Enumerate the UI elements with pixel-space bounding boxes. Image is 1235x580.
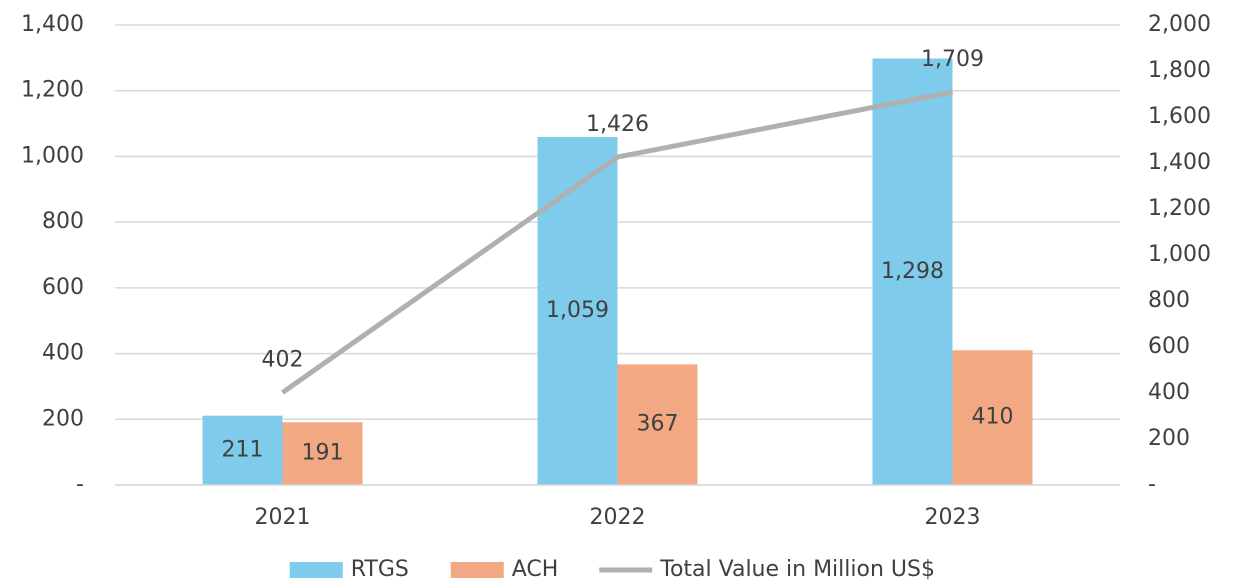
bar bbox=[537, 137, 618, 486]
y2-tick-label: 1,200 bbox=[1148, 196, 1211, 221]
y2-tick-label: 200 bbox=[1148, 426, 1190, 451]
data-label: 402 bbox=[262, 348, 304, 373]
data-label: 1,059 bbox=[546, 298, 609, 323]
y-tick-label: - bbox=[76, 472, 84, 497]
y-tick-label: 200 bbox=[42, 406, 84, 431]
y-tick-label: 800 bbox=[42, 209, 84, 234]
bar bbox=[282, 422, 363, 485]
x-tick-label: 2021 bbox=[255, 505, 311, 530]
y-tick-label: 1,000 bbox=[21, 143, 84, 168]
bar bbox=[617, 364, 698, 485]
y-tick-label: 1,400 bbox=[21, 12, 84, 37]
data-label: 211 bbox=[222, 437, 264, 462]
bar bbox=[952, 350, 1033, 485]
data-label: 1,709 bbox=[921, 47, 984, 72]
y-tick-label: 400 bbox=[42, 341, 84, 366]
y2-tick-label: 400 bbox=[1148, 380, 1190, 405]
data-label: 1,426 bbox=[586, 112, 649, 137]
bar bbox=[202, 415, 283, 485]
y-tick-label: 1,200 bbox=[21, 78, 84, 103]
y2-tick-label: 600 bbox=[1148, 334, 1190, 359]
y2-tick-label: 800 bbox=[1148, 288, 1190, 313]
legend-label: ACH bbox=[512, 557, 559, 580]
legend-swatch bbox=[450, 562, 504, 578]
legend-swatch bbox=[289, 562, 343, 578]
data-label: 191 bbox=[302, 441, 344, 466]
y-tick-label: 600 bbox=[42, 275, 84, 300]
line bbox=[281, 89, 953, 395]
legend-label: Total Value in Million US$ bbox=[659, 557, 935, 580]
data-label: 367 bbox=[637, 412, 679, 437]
y2-tick-label: - bbox=[1148, 472, 1156, 497]
x-tick-label: 2023 bbox=[925, 505, 981, 530]
y2-tick-label: 1,800 bbox=[1148, 58, 1211, 83]
y2-tick-label: 2,000 bbox=[1148, 12, 1211, 37]
y2-tick-label: 1,000 bbox=[1148, 242, 1211, 267]
y2-tick-label: 1,600 bbox=[1148, 104, 1211, 129]
data-label: 410 bbox=[972, 405, 1014, 430]
x-tick-label: 2022 bbox=[590, 505, 646, 530]
legend-label: RTGS bbox=[351, 557, 409, 580]
bar bbox=[872, 58, 953, 486]
y2-tick-label: 1,400 bbox=[1148, 150, 1211, 175]
data-label: 1,298 bbox=[881, 259, 944, 284]
